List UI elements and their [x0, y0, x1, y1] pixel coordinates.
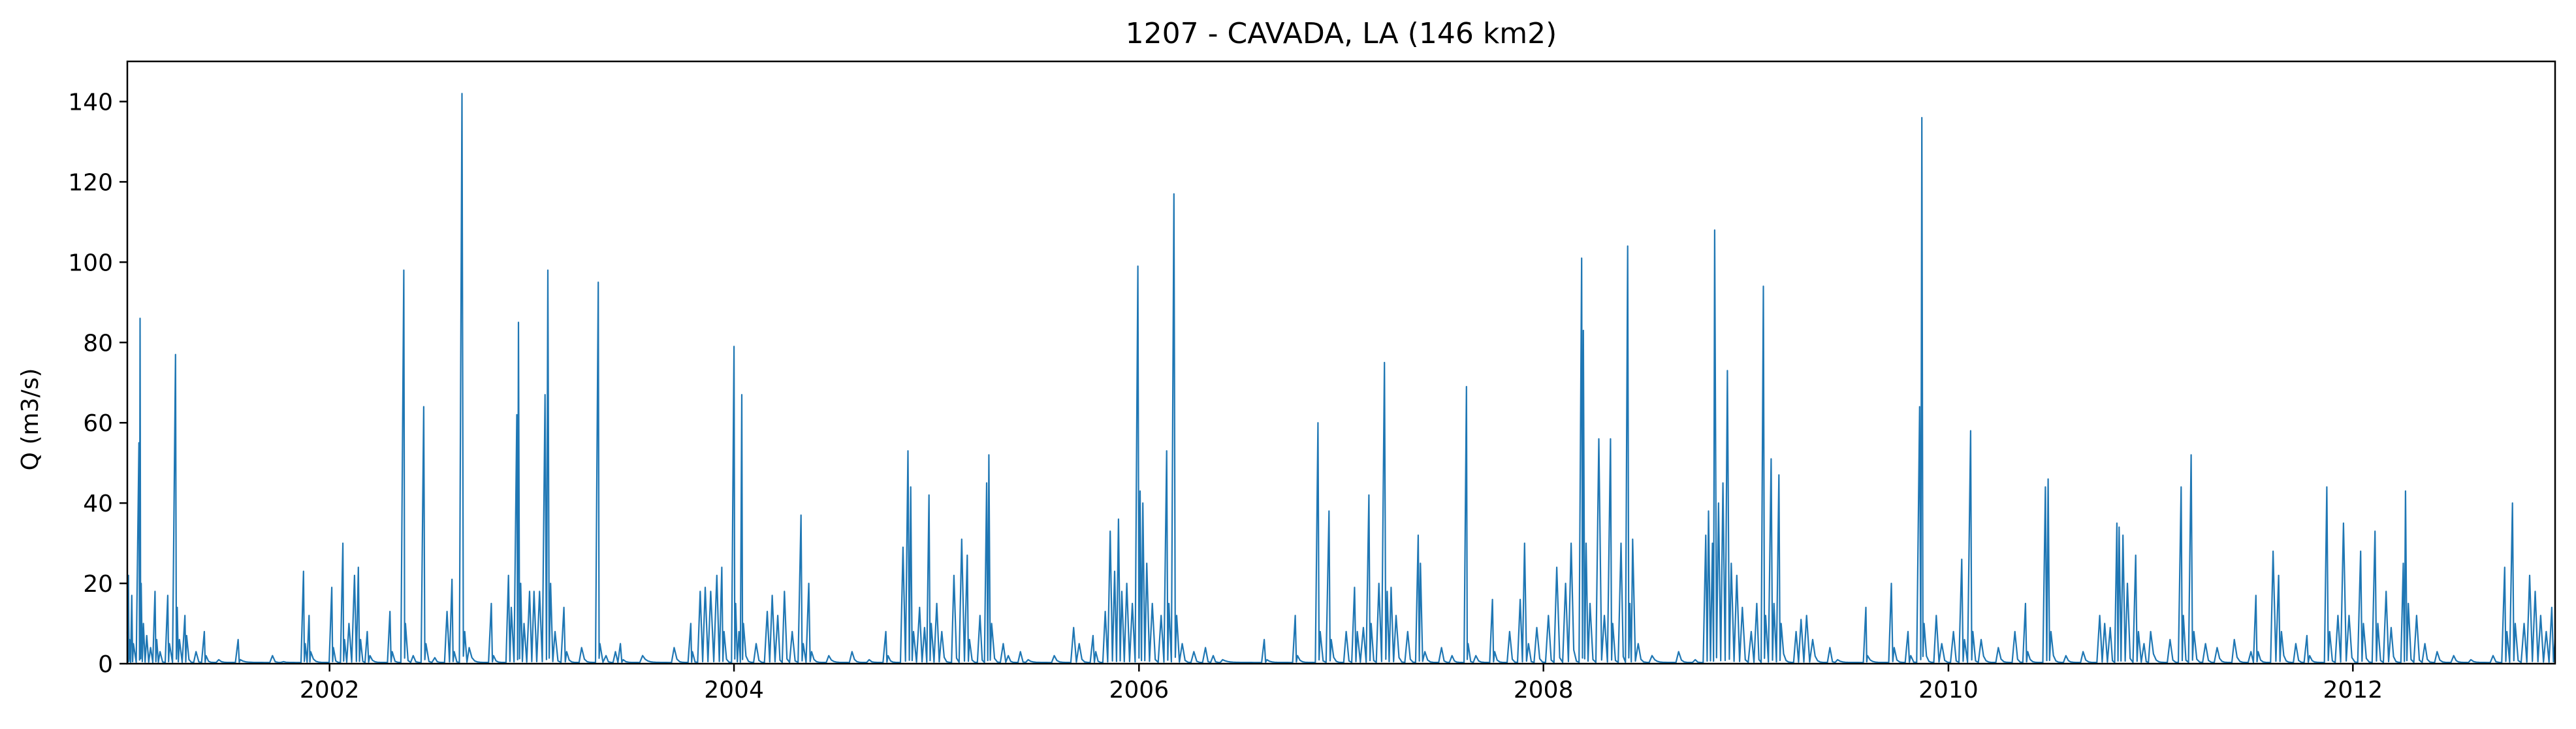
plot-frame [126, 60, 2556, 665]
plot-area [126, 93, 2556, 664]
chart-title: 1207 - CAVADA, LA (146 km2) [1126, 17, 1557, 50]
y-tick-label: 120 [68, 169, 113, 196]
x-tick-label: 2012 [2323, 677, 2383, 704]
series-line-0 [126, 93, 2556, 664]
y-tick-label: 40 [83, 491, 113, 517]
y-axis-ticks: 0 20 40 60 80 100 120 140 [68, 89, 127, 678]
x-tick-label: 2008 [1514, 677, 1574, 704]
y-tick-label: 20 [83, 571, 113, 598]
y-tick-label: 60 [83, 410, 113, 437]
y-tick-label: 100 [68, 250, 113, 276]
x-tick-label: 2004 [704, 677, 764, 704]
x-tick-label: 2010 [1918, 677, 1979, 704]
y-axis-label: Q (m3/s) [17, 368, 44, 471]
x-axis-ticks: 2002 2004 2006 2008 2010 2012 [300, 664, 2383, 704]
x-tick-label: 2006 [1109, 677, 1169, 704]
y-tick-label: 140 [68, 89, 113, 116]
x-tick-label: 2002 [300, 677, 360, 704]
y-tick-label: 0 [98, 651, 113, 678]
y-tick-label: 80 [83, 330, 113, 357]
